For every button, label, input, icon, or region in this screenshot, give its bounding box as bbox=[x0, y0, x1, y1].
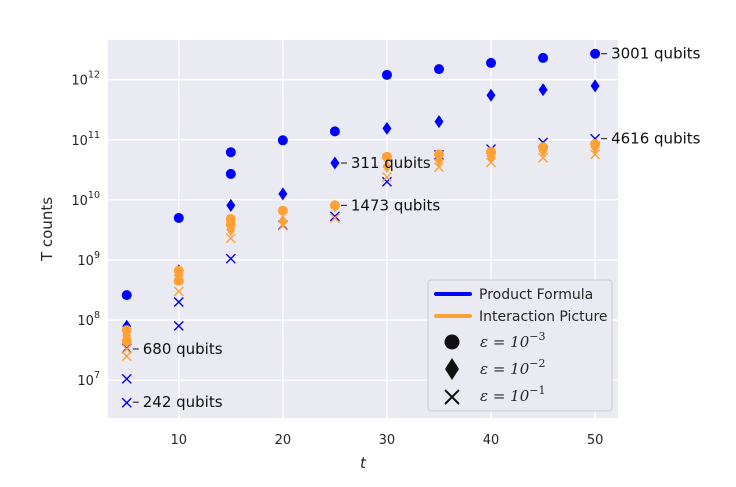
data-point-x bbox=[329, 212, 340, 223]
y-tick-label: 1010 bbox=[71, 190, 100, 209]
data-point-x bbox=[225, 253, 236, 264]
legend-x-marker bbox=[444, 389, 460, 405]
data-point-circle bbox=[277, 135, 288, 146]
data-point-x bbox=[173, 320, 184, 331]
data-point-x bbox=[381, 176, 392, 187]
grid bbox=[108, 40, 618, 418]
annotation-label: 680 qubits bbox=[143, 340, 223, 358]
x-tick-label: 20 bbox=[275, 433, 292, 448]
data-point-diamond bbox=[434, 153, 444, 167]
data-point-diamond bbox=[382, 159, 392, 173]
data-point-circle bbox=[381, 69, 392, 80]
legend-eps-3-label: ε = 10−3 bbox=[480, 330, 545, 351]
data-point-circle bbox=[225, 168, 236, 179]
y-tick-label: 1012 bbox=[71, 70, 100, 89]
legend-circle-marker bbox=[444, 334, 460, 350]
annotation-label: 3001 qubits bbox=[611, 45, 701, 63]
x-tick-label: 10 bbox=[171, 433, 188, 448]
legend-interaction-picture-label: Interaction Picture bbox=[479, 309, 608, 325]
data-point-x bbox=[121, 351, 132, 362]
data-point-diamond bbox=[226, 223, 236, 237]
legend-eps-2-label: ε = 10−2 bbox=[480, 357, 545, 378]
data-point-x bbox=[277, 220, 288, 231]
data-point-diamond bbox=[330, 156, 340, 170]
data-point-x bbox=[486, 157, 497, 168]
data-point-diamond bbox=[382, 121, 392, 135]
x-tick-label: 30 bbox=[379, 433, 396, 448]
data-point-x bbox=[173, 286, 184, 297]
data-point-diamond bbox=[174, 268, 184, 282]
data-point-circle bbox=[590, 48, 601, 59]
data-point-x bbox=[121, 373, 132, 384]
legend: Product Formula Interaction Picture ε = … bbox=[427, 279, 613, 412]
y-tick-label: 109 bbox=[77, 250, 100, 269]
data-point-x bbox=[329, 211, 340, 222]
data-point-circle bbox=[433, 64, 444, 75]
y-tick-label: 107 bbox=[77, 370, 100, 389]
legend-eps-1-label: ε = 10−1 bbox=[480, 384, 545, 405]
annotation-label: 4616 qubits bbox=[611, 130, 701, 148]
data-point-x bbox=[433, 162, 444, 173]
x-tick-label: 50 bbox=[587, 433, 604, 448]
data-point-x bbox=[225, 233, 236, 244]
data-point-x bbox=[538, 152, 549, 163]
annotation-label: 311 qubits bbox=[351, 154, 431, 172]
x-tick-label: 40 bbox=[483, 433, 500, 448]
legend-box bbox=[427, 279, 613, 412]
tick-labels: 10 20 30 40 50 107 108 109 1010 1011 1012 bbox=[71, 70, 603, 448]
data-point-diamond bbox=[330, 199, 340, 213]
data-point-circle bbox=[538, 52, 549, 63]
data-point-diamond bbox=[226, 198, 236, 212]
data-point-diamond bbox=[590, 79, 600, 93]
annotations: 680 qubits 242 qubits 311 qubits 1473 qubit… bbox=[132, 45, 701, 411]
y-tick-label: 108 bbox=[77, 310, 100, 329]
data-point-x bbox=[173, 274, 184, 285]
data-point-diamond bbox=[122, 329, 132, 343]
annotation-label: 1473 qubits bbox=[351, 196, 441, 214]
data-point-x bbox=[590, 149, 601, 160]
data-point-diamond bbox=[434, 115, 444, 129]
data-point-x bbox=[121, 397, 132, 408]
data-point-diamond bbox=[278, 187, 288, 201]
data-point-circle bbox=[486, 57, 497, 68]
x-axis-label: t bbox=[360, 454, 367, 472]
data-point-diamond bbox=[538, 144, 548, 158]
data-point-x bbox=[173, 296, 184, 307]
data-point-circle bbox=[277, 205, 288, 216]
annotation-label: 242 qubits bbox=[143, 393, 223, 411]
data-point-circle bbox=[121, 290, 132, 301]
data-point-diamond bbox=[486, 88, 496, 102]
data-point-diamond bbox=[590, 140, 600, 154]
legend-diamond-marker bbox=[445, 358, 459, 380]
data-point-diamond bbox=[538, 83, 548, 97]
data-point-x bbox=[381, 172, 392, 182]
data-point-diamond bbox=[486, 149, 496, 163]
data-marks bbox=[121, 48, 601, 408]
data-point-circle bbox=[381, 151, 392, 162]
data-point-circle bbox=[173, 212, 184, 223]
data-point-x bbox=[121, 343, 132, 354]
y-axis-label: T counts bbox=[38, 197, 56, 262]
y-tick-label: 1011 bbox=[71, 130, 100, 149]
legend-product-formula-label: Product Formula bbox=[479, 287, 593, 303]
data-point-circle bbox=[329, 126, 340, 137]
data-point-circle bbox=[225, 147, 236, 158]
